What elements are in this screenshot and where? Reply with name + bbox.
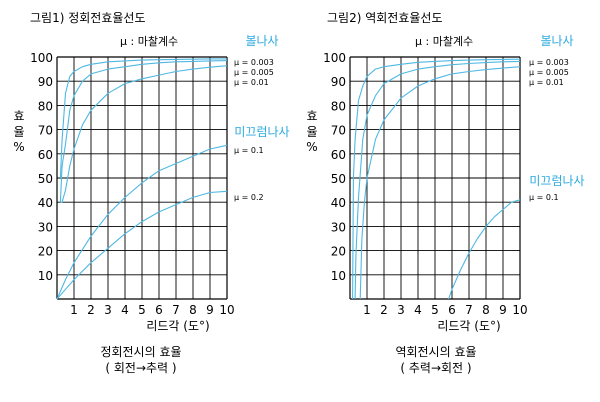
y-axis-label: 효: [13, 109, 24, 123]
series-line-3: [359, 66, 521, 300]
x-tick-label: 7: [172, 303, 180, 317]
series-label: μ = 0.003: [529, 58, 569, 67]
series-label: μ = 0.1: [234, 146, 264, 155]
x-tick-label: 9: [206, 303, 214, 317]
series-label: μ = 0.01: [529, 78, 564, 87]
series-line-3: [60, 65, 228, 203]
y-tick-label: 60: [331, 148, 346, 162]
chart-caption: 역회전시의 효율: [395, 345, 476, 359]
y-tick-label: 90: [38, 75, 53, 89]
ball-screw-label: 볼나사: [245, 34, 278, 48]
chart-2: 그림2) 역회전효율선도 μ : 마찰계수 10 20 30 40 50 60 70 80 90 10…: [306, 11, 584, 375]
x-tick-label: 10: [219, 303, 234, 317]
y-tick-label: 30: [331, 220, 346, 234]
x-tick-label: 3: [397, 303, 405, 317]
series-line-2: [59, 60, 228, 203]
legend-title: μ : 마찰계수: [120, 35, 178, 48]
chart-1: 그림1) 정회전효율선도 μ : 마찰계수 10 20 30 40 50 60 70 80 90 10…: [13, 11, 289, 375]
x-tick-label: 5: [138, 303, 146, 317]
series-label: μ = 0.01: [234, 78, 269, 87]
chart-caption: ( 회전→추력 ): [105, 361, 176, 375]
series-label: μ = 0.005: [234, 68, 274, 77]
chart-caption: 정회전시의 효율: [100, 345, 181, 359]
y-tick-label: 30: [38, 220, 53, 234]
y-tick-label: 20: [38, 245, 53, 259]
x-tick-label: 9: [499, 303, 507, 317]
x-tick-label: 1: [363, 303, 371, 317]
y-axis-label: 효: [306, 109, 317, 123]
grid: [349, 56, 521, 300]
x-tick-label: 7: [465, 303, 473, 317]
y-tick-label: 60: [38, 148, 53, 162]
chart-title: 그림2) 역회전효율선도: [327, 11, 443, 25]
series-line-1: [352, 58, 521, 300]
y-tick-label: 40: [38, 196, 53, 210]
y-tick-label: 70: [38, 124, 53, 138]
x-tick-label: 8: [189, 303, 197, 317]
x-tick-label: 10: [512, 303, 527, 317]
y-tick-label: 100: [323, 51, 346, 65]
x-tick-label: 1: [70, 303, 78, 317]
y-tick-label: 90: [331, 75, 346, 89]
x-tick-label: 2: [380, 303, 388, 317]
series-line-5: [56, 190, 228, 300]
series-label: μ = 0.005: [529, 68, 569, 77]
x-axis-label: 리드각 (도°): [437, 319, 500, 333]
series-label: μ = 0.1: [529, 193, 559, 202]
grid: [56, 56, 228, 300]
series-line-4: [448, 199, 521, 300]
y-tick-label: 50: [331, 172, 346, 186]
sliding-screw-label: 미끄럼나사: [529, 174, 584, 188]
x-tick-label: 5: [431, 303, 439, 317]
x-tick-label: 4: [121, 303, 129, 317]
y-tick-label: 40: [331, 196, 346, 210]
y-tick-label: 100: [30, 51, 53, 65]
x-tick-label: 2: [87, 303, 95, 317]
x-axis-label: 리드각 (도°): [146, 319, 209, 333]
chart-title: 그림1) 정회전효율선도: [30, 11, 146, 25]
x-tick-label: 6: [448, 303, 456, 317]
y-axis-label: 율: [306, 125, 317, 139]
y-axis-label: %: [13, 140, 24, 154]
series-label: μ = 0.003: [234, 58, 274, 67]
x-tick-label: 8: [482, 303, 490, 317]
legend-title: μ : 마찰계수: [415, 35, 473, 48]
y-tick-label: 80: [331, 99, 346, 113]
ball-screw-label: 볼나사: [540, 34, 573, 48]
y-tick-label: 10: [331, 269, 346, 283]
y-tick-label: 10: [38, 269, 53, 283]
series-line-1: [59, 58, 227, 179]
series-line-4: [56, 144, 228, 300]
series-line-2: [354, 60, 521, 300]
y-tick-label: 20: [331, 245, 346, 259]
y-axis-label: %: [306, 140, 317, 154]
x-tick-label: 4: [414, 303, 422, 317]
y-tick-label: 80: [38, 99, 53, 113]
y-tick-label: 70: [331, 124, 346, 138]
x-tick-label: 3: [104, 303, 112, 317]
chart-caption: ( 추력→회전 ): [400, 361, 471, 375]
sliding-screw-label: 미끄럼나사: [234, 125, 289, 139]
y-axis-label: 율: [13, 125, 24, 139]
x-tick-label: 6: [155, 303, 163, 317]
y-tick-label: 50: [38, 172, 53, 186]
series-label: μ = 0.2: [234, 193, 264, 202]
